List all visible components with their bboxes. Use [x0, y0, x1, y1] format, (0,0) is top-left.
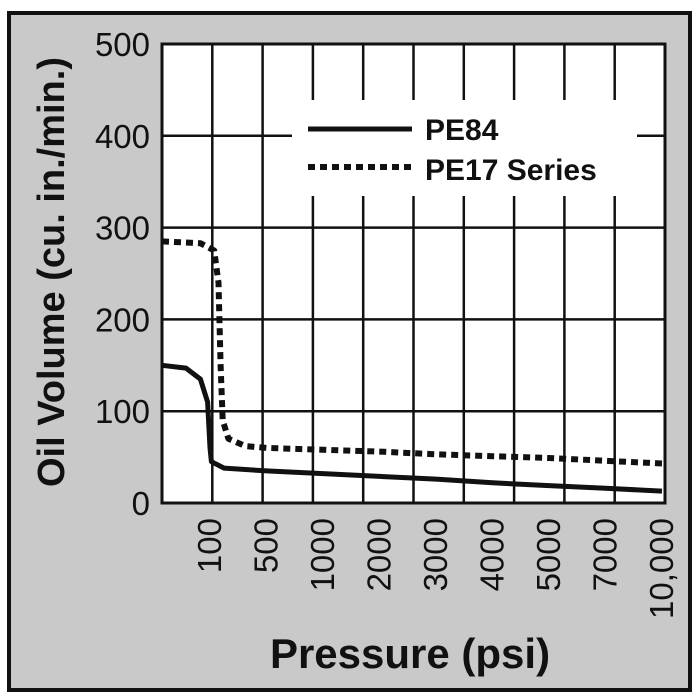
y-tick-label: 200 [95, 301, 150, 338]
y-axis-ticks: 0 100 200 300 400 500 [95, 26, 150, 522]
x-tick-label: 10,000 [643, 518, 680, 619]
x-axis-ticks: 100 500 1000 2000 3000 4000 5000 7000 10,000 [191, 518, 680, 619]
legend-background [292, 100, 637, 196]
y-axis-title: Oil Volume (cu. in./min.) [31, 57, 73, 487]
x-tick-label: 3000 [417, 518, 454, 591]
x-tick-label: 100 [191, 518, 228, 573]
y-tick-label: 500 [95, 26, 150, 63]
series-line-pe84 [161, 362, 663, 494]
x-tick-label: 7000 [587, 518, 624, 591]
y-tick-label: 0 [132, 485, 150, 522]
series-group [161, 238, 663, 494]
x-tick-label: 500 [248, 518, 285, 573]
x-axis-title: Pressure (psi) [270, 630, 550, 677]
legend-label-pe17-series: PE17 Series [425, 154, 597, 187]
x-tick-label: 2000 [361, 518, 398, 591]
y-tick-label: 400 [95, 118, 150, 155]
y-tick-label: 300 [95, 210, 150, 247]
x-tick-label: 1000 [304, 518, 341, 591]
x-tick-label: 5000 [530, 518, 567, 591]
legend-label-pe84: PE84 [425, 114, 499, 147]
y-tick-label: 100 [95, 393, 150, 430]
x-tick-label: 4000 [474, 518, 511, 591]
legend: PE84 PE17 Series [308, 114, 597, 187]
